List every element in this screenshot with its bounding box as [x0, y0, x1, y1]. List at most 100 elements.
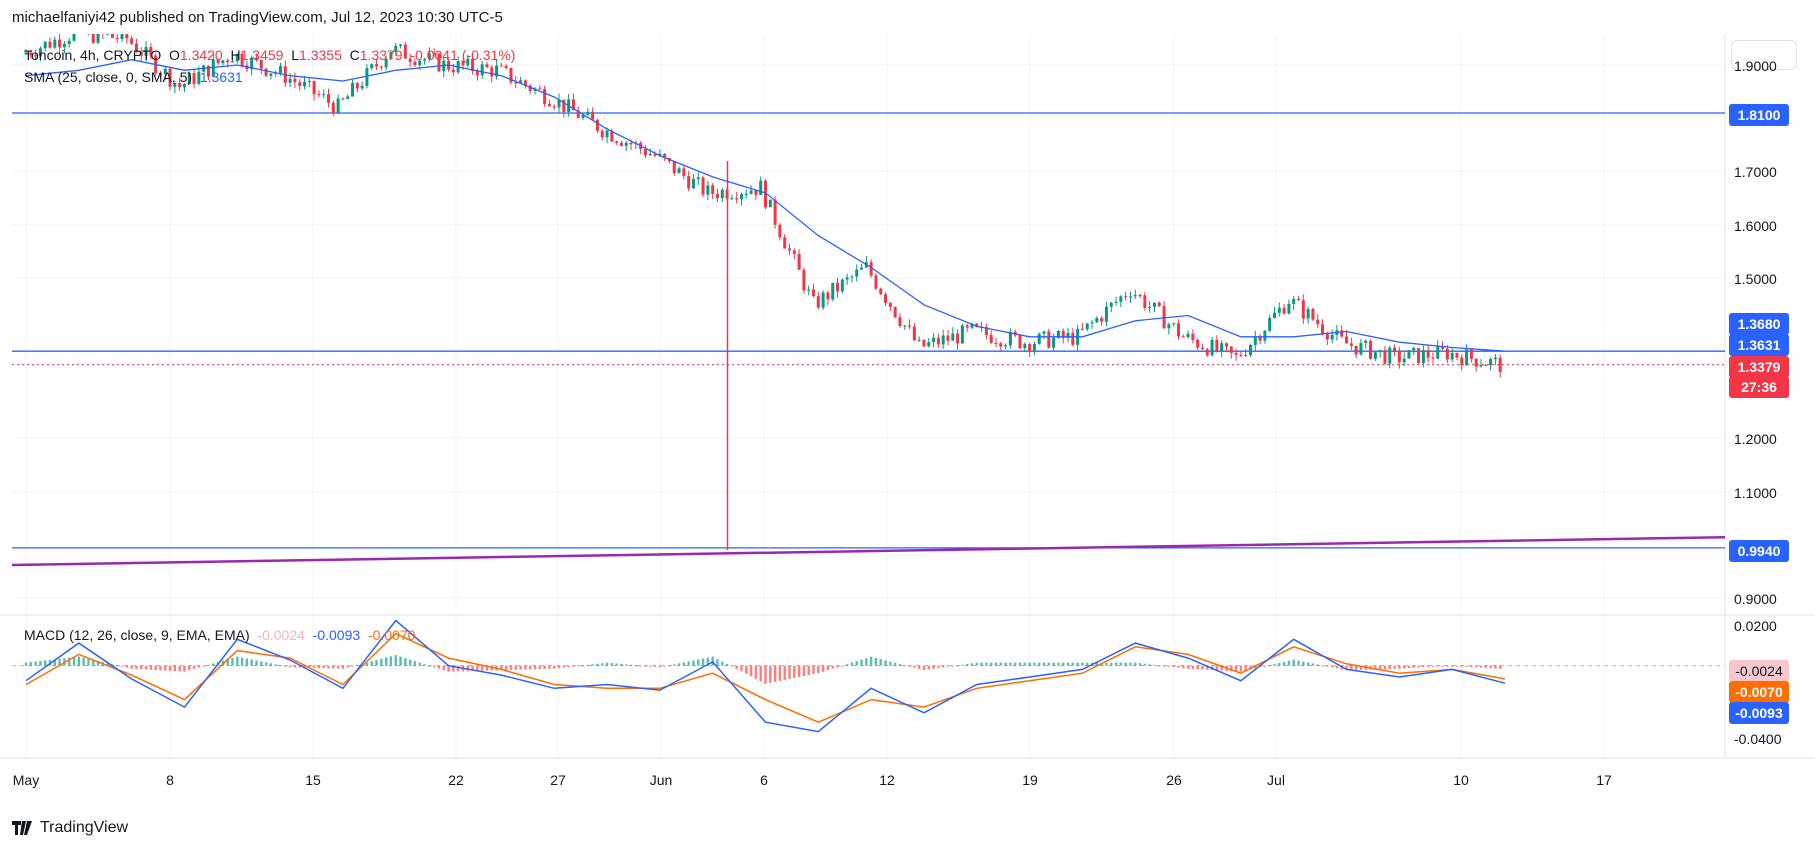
candle-body — [687, 176, 691, 189]
candle-body — [471, 58, 475, 71]
candle-body — [932, 337, 936, 343]
macd-histogram-bar — [480, 665, 484, 671]
macd-histogram-bar — [658, 665, 662, 668]
time-axis-label: 26 — [1166, 772, 1182, 788]
macd-histogram-bar — [178, 665, 181, 672]
macd-histogram-bar — [428, 665, 431, 667]
time-axis-label: Jul — [1267, 772, 1285, 788]
candle-body — [1402, 358, 1406, 363]
macd-histogram-bar — [471, 665, 474, 672]
candle-body — [96, 34, 100, 43]
macd-histogram-bar — [677, 663, 681, 666]
candle-body — [504, 65, 508, 68]
chart-settings-button[interactable] — [1731, 40, 1797, 70]
candle-body — [514, 82, 518, 84]
macd-histogram-bar — [1244, 665, 1247, 671]
macd-histogram-bar — [1191, 665, 1195, 669]
macd-histogram-bar — [572, 665, 575, 667]
trend-line — [11, 535, 1726, 567]
macd-histogram-bar — [437, 665, 441, 669]
candle-body — [1345, 336, 1349, 344]
macd-histogram-bar — [1498, 665, 1502, 669]
candle-body — [730, 198, 734, 200]
macd-label[interactable]: MACD (12, 26, close, 9, EMA, EMA) — [24, 627, 250, 643]
candle-body — [317, 94, 321, 96]
ohlc-row: Toncoin, 4h, CRYPTO O1.3420 H1.3459 L1.3… — [24, 47, 516, 63]
level-tag[interactable]: 1.3631 — [1729, 334, 1789, 356]
macd-histogram-bar — [447, 665, 450, 672]
last-price-tag: 1.3379 — [1729, 356, 1789, 378]
macd-histogram-bar — [375, 660, 378, 666]
macd-histogram-bar — [346, 665, 349, 668]
macd-histogram-bar — [663, 665, 666, 667]
resistance-level-tag[interactable]: 1.8100 — [1729, 104, 1789, 126]
price-axis-label: 1.5000 — [1734, 271, 1777, 287]
attribution-text: michaelfaniyi42 published on TradingView… — [12, 9, 503, 26]
candle-body — [802, 269, 806, 291]
candle-body — [807, 289, 811, 291]
candle-body — [375, 64, 379, 67]
publication-attribution: michaelfaniyi42 published on TradingView… — [0, 0, 1815, 34]
candle-body — [1311, 308, 1315, 320]
candle-body — [970, 323, 974, 328]
macd-histogram-bar — [149, 665, 153, 670]
candle-body — [58, 39, 62, 48]
macd-histogram-bar — [1302, 661, 1305, 666]
candle-body — [586, 111, 590, 115]
macd-histogram-bar — [509, 665, 513, 670]
candle-body — [1412, 348, 1416, 351]
macd-histogram-bar — [298, 665, 301, 668]
candle-body — [264, 68, 268, 76]
candle-body — [1426, 350, 1430, 358]
macd-histogram-bar — [1095, 662, 1099, 666]
chart-canvas[interactable] — [0, 34, 1815, 770]
candle-body — [773, 199, 777, 225]
candle-body — [1124, 296, 1128, 298]
candle-body — [1239, 354, 1243, 356]
macd-histogram-bar — [941, 665, 945, 668]
macd-histogram-bar — [92, 659, 95, 666]
macd-histogram-bar — [1388, 665, 1391, 669]
candle-body — [1109, 302, 1113, 307]
candle-body — [711, 185, 715, 195]
candle-body — [322, 94, 326, 96]
macd-histogram-bar — [889, 661, 892, 666]
candle-body — [168, 68, 172, 87]
macd-histogram-bar — [1167, 665, 1171, 667]
macd-histogram-bar — [644, 665, 647, 667]
macd-histogram-bar — [1254, 665, 1257, 669]
macd-histogram-bar — [135, 665, 138, 669]
macd-histogram-bar — [476, 665, 479, 671]
candle-body — [1431, 357, 1435, 359]
tradingview-footer[interactable]: TradingView — [12, 814, 412, 842]
candle-body — [965, 325, 969, 328]
sma-label[interactable]: SMA (25, close, 0, SMA, 5) — [24, 69, 193, 85]
candle-body — [1407, 350, 1411, 359]
candle-body — [230, 61, 234, 63]
candle-body — [869, 262, 873, 276]
candle-body — [1493, 357, 1497, 360]
candle-body — [394, 45, 398, 53]
candle-body — [158, 73, 162, 75]
candle-body — [1253, 336, 1257, 345]
macd-histogram-bar — [279, 665, 282, 667]
macd-histogram-bar — [408, 659, 412, 666]
macd-histogram-bar — [893, 662, 897, 666]
time-axis-label: 10 — [1453, 772, 1469, 788]
macd-histogram-bar — [1220, 665, 1223, 671]
candle-body — [831, 282, 835, 300]
candle-body — [1047, 331, 1051, 348]
candle-body — [879, 288, 883, 295]
macd-histogram-bar — [1436, 665, 1439, 667]
candle-body — [543, 89, 547, 104]
candle-body — [691, 178, 695, 189]
candle-body — [1354, 345, 1358, 355]
macd-histogram-bar — [365, 662, 369, 666]
candle-body — [1196, 339, 1200, 348]
candle-body — [1085, 323, 1089, 330]
candle-body — [1393, 347, 1397, 351]
symbol-label[interactable]: Toncoin, 4h, CRYPTO — [24, 47, 162, 63]
price-axis-label: 1.9000 — [1734, 58, 1777, 74]
support-level-tag[interactable]: 0.9940 — [1729, 540, 1789, 562]
candle-body — [1032, 343, 1036, 351]
